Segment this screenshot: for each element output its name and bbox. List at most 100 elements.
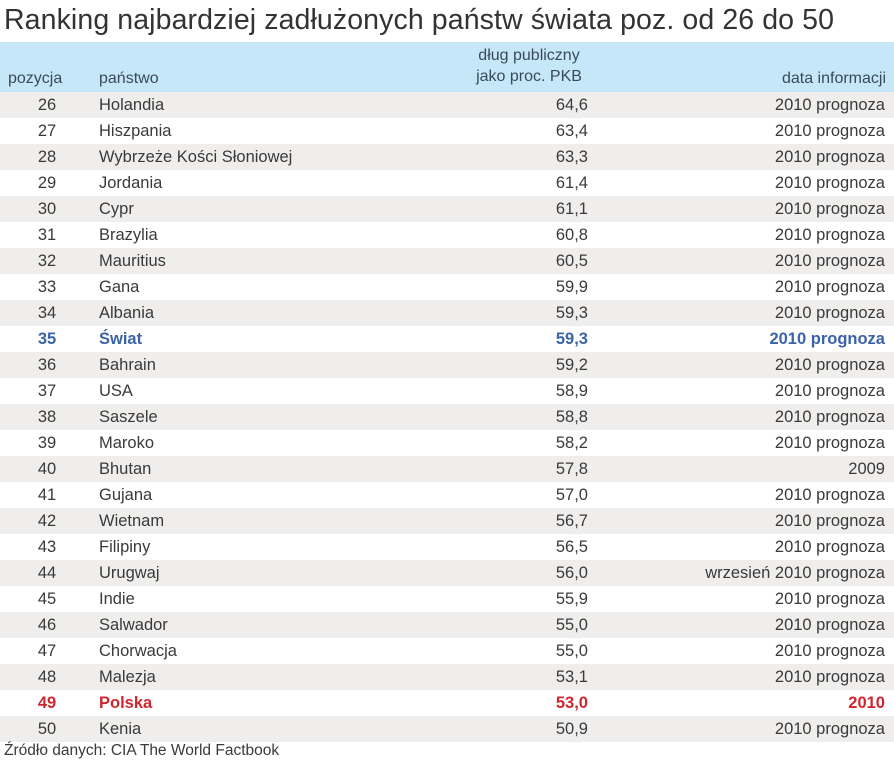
country-cell: Filipiny — [99, 538, 151, 556]
date-cell: 2010 prognoza — [774, 512, 885, 530]
debt-cell: 55,0 — [555, 616, 588, 634]
country-cell: Chorwacja — [99, 642, 177, 660]
position-cell: 36 — [37, 356, 57, 374]
table-row: 30 Cypr 61,1 2010 prognoza — [0, 196, 894, 222]
country-cell: Wybrzeże Kości Słoniowej — [99, 148, 293, 166]
position-cell: 40 — [37, 460, 57, 478]
country-cell: Urugwaj — [99, 564, 160, 582]
country-cell: Brazylia — [99, 226, 158, 244]
table-row: 34 Albania 59,3 2010 prognoza — [0, 300, 894, 326]
debt-cell: 50,9 — [555, 720, 588, 738]
page-title: Ranking najbardziej zadłużonych państw ś… — [4, 4, 835, 36]
date-cell: wrzesień 2010 prognoza — [705, 564, 885, 582]
position-cell: 33 — [37, 278, 57, 296]
table-row: 50 Kenia 50,9 2010 prognoza — [0, 716, 894, 742]
table-row: 48 Malezja 53,1 2010 prognoza — [0, 664, 894, 690]
table-row: 36 Bahrain 59,2 2010 prognoza — [0, 352, 894, 378]
date-cell: 2010 prognoza — [774, 382, 885, 400]
debt-cell: 61,1 — [555, 200, 588, 218]
debt-cell: 57,8 — [555, 460, 588, 478]
debt-cell: 64,6 — [555, 96, 588, 114]
position-cell: 29 — [37, 174, 57, 192]
table-row: 35 Świat 59,3 2010 prognoza — [0, 326, 894, 352]
position-cell: 48 — [37, 668, 57, 686]
table-row: 40 Bhutan 57,8 2009 — [0, 456, 894, 482]
position-cell: 28 — [37, 148, 57, 166]
position-cell: 38 — [37, 408, 57, 426]
table-row: 31 Brazylia 60,8 2010 prognoza — [0, 222, 894, 248]
country-cell: Jordania — [99, 174, 163, 192]
table-row: 27 Hiszpania 63,4 2010 prognoza — [0, 118, 894, 144]
date-cell: 2010 prognoza — [774, 356, 885, 374]
debt-cell: 55,9 — [555, 590, 588, 608]
country-cell: Świat — [99, 330, 143, 348]
date-cell: 2010 prognoza — [774, 538, 885, 556]
debt-cell: 63,3 — [555, 148, 588, 166]
table-row: 37 USA 58,9 2010 prognoza — [0, 378, 894, 404]
country-cell: Gana — [99, 278, 140, 296]
position-cell: 47 — [37, 642, 57, 660]
table-row: 29 Jordania 61,4 2010 prognoza — [0, 170, 894, 196]
debt-cell: 58,2 — [555, 434, 588, 452]
position-cell: 44 — [37, 564, 57, 582]
position-cell: 37 — [37, 382, 57, 400]
debt-cell: 59,2 — [555, 356, 588, 374]
header-debt-line1: dług publiczny — [478, 47, 580, 64]
table-row: 45 Indie 55,9 2010 prognoza — [0, 586, 894, 612]
position-cell: 46 — [37, 616, 57, 634]
date-cell: 2010 prognoza — [769, 330, 885, 348]
country-cell: Holandia — [99, 96, 165, 114]
date-cell: 2010 prognoza — [774, 590, 885, 608]
country-cell: Bhutan — [99, 460, 152, 478]
country-cell: Gujana — [99, 486, 153, 504]
position-cell: 42 — [37, 512, 57, 530]
debt-cell: 56,5 — [555, 538, 588, 556]
debt-cell: 57,0 — [555, 486, 588, 504]
debt-cell: 59,9 — [555, 278, 588, 296]
country-cell: Kenia — [99, 720, 142, 738]
country-cell: Mauritius — [99, 252, 166, 270]
header-debt: dług publiczny jako proc. PKB — [440, 45, 618, 87]
position-cell: 26 — [37, 96, 57, 114]
position-cell: 39 — [37, 434, 57, 452]
table-row: 28 Wybrzeże Kości Słoniowej 63,3 2010 progn… — [0, 144, 894, 170]
debt-cell: 60,8 — [555, 226, 588, 244]
table-body: 26 Holandia 64,6 2010 prognoza 27 Hiszpania 63… — [0, 92, 894, 742]
table-row: 42 Wietnam 56,7 2010 prognoza — [0, 508, 894, 534]
header-date: data informacji — [781, 70, 886, 87]
table-row: 41 Gujana 57,0 2010 prognoza — [0, 482, 894, 508]
country-cell: Wietnam — [99, 512, 165, 530]
date-cell: 2010 prognoza — [774, 668, 885, 686]
country-cell: Saszele — [99, 408, 158, 426]
debt-cell: 55,0 — [555, 642, 588, 660]
table-row: 44 Urugwaj 56,0 wrzesień 2010 prognoza — [0, 560, 894, 586]
position-cell: 41 — [37, 486, 57, 504]
position-cell: 31 — [37, 226, 57, 244]
table-header: pozycja państwo dług publiczny jako proc.… — [0, 42, 894, 92]
debt-cell: 63,4 — [555, 122, 588, 140]
date-cell: 2010 prognoza — [774, 434, 885, 452]
country-cell: Maroko — [99, 434, 155, 452]
country-cell: Cypr — [99, 200, 134, 218]
position-cell: 27 — [37, 122, 57, 140]
debt-cell: 59,3 — [555, 304, 588, 322]
date-cell: 2009 — [848, 460, 885, 478]
debt-cell: 53,0 — [555, 694, 588, 712]
position-cell: 43 — [37, 538, 57, 556]
header-debt-line2: jako proc. PKB — [476, 68, 582, 85]
country-cell: Albania — [99, 304, 155, 322]
date-cell: 2010 prognoza — [774, 304, 885, 322]
position-cell: 30 — [37, 200, 57, 218]
country-cell: Polska — [99, 694, 153, 712]
date-cell: 2010 prognoza — [774, 252, 885, 270]
country-cell: Indie — [99, 590, 135, 608]
debt-cell: 58,8 — [555, 408, 588, 426]
table-row: 39 Maroko 58,2 2010 prognoza — [0, 430, 894, 456]
debt-cell: 61,4 — [555, 174, 588, 192]
table-row: 32 Mauritius 60,5 2010 prognoza — [0, 248, 894, 274]
date-cell: 2010 prognoza — [774, 200, 885, 218]
country-cell: Hiszpania — [99, 122, 172, 140]
position-cell: 45 — [37, 590, 57, 608]
date-cell: 2010 prognoza — [774, 486, 885, 504]
table-row: 33 Gana 59,9 2010 prognoza — [0, 274, 894, 300]
